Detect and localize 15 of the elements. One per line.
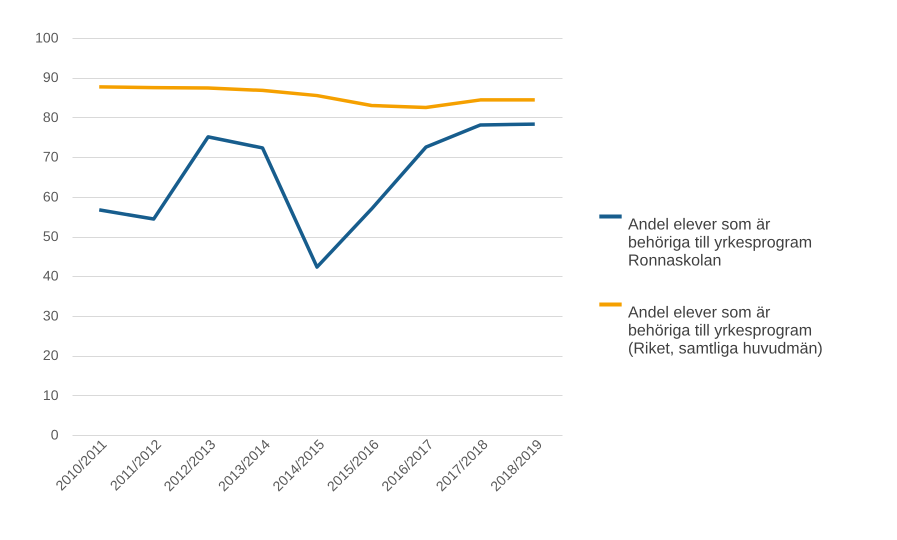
y-tick-label: 100 — [35, 30, 59, 46]
y-tick-label: 10 — [42, 386, 59, 403]
line-series — [97, 122, 537, 269]
y-tick-label: 60 — [42, 188, 59, 204]
y-tick-label: 90 — [42, 69, 59, 86]
line-series — [97, 85, 537, 110]
legend-label: Andel elever som är behöriga till yrkesprogram (Riket, samtliga huvudmän) — [628, 304, 823, 358]
y-tick-label: 70 — [42, 148, 59, 165]
y-tick-label: 80 — [42, 108, 59, 125]
legend-label: Andel elever som är behöriga till yrkesprogram Ronnaskolan — [628, 216, 812, 270]
y-tick-label: 20 — [42, 347, 59, 364]
y-tick-label: 30 — [42, 307, 59, 324]
y-tick-label: 0 — [50, 426, 59, 442]
y-tick-label: 40 — [42, 268, 59, 284]
y-tick-label: 50 — [42, 228, 59, 244]
